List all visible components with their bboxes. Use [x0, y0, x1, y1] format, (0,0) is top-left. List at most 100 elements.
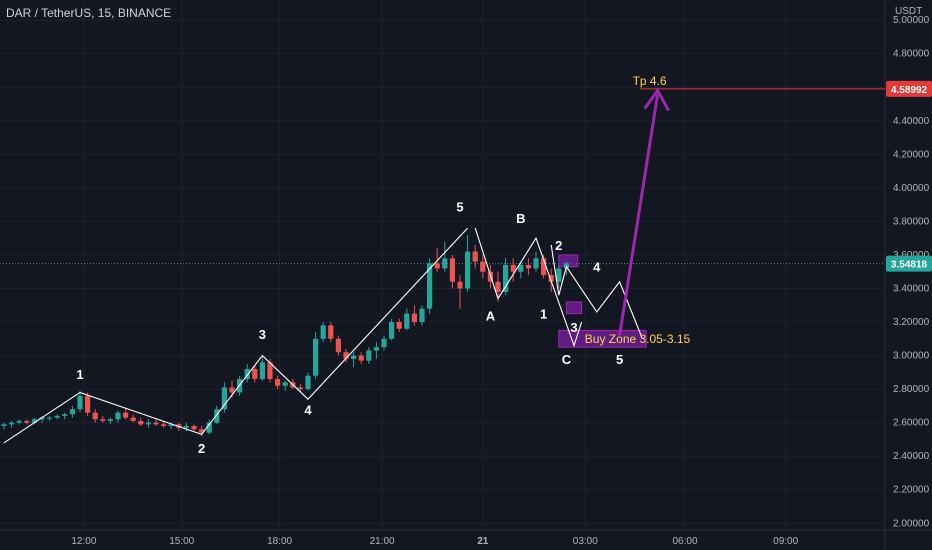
candle-body[interactable]: [100, 419, 106, 421]
candle-body[interactable]: [351, 355, 357, 359]
wave-label: 2: [198, 441, 205, 456]
candle-body[interactable]: [449, 258, 455, 282]
candle-body[interactable]: [442, 258, 448, 269]
price-badge: [886, 255, 932, 272]
candle-body[interactable]: [69, 409, 75, 415]
candle-body[interactable]: [548, 275, 554, 282]
x-tick-label: 09:00: [773, 536, 798, 547]
y-tick-label: 4.20000: [893, 149, 930, 160]
candle-body[interactable]: [54, 415, 60, 418]
x-tick-label: 03:00: [573, 536, 598, 547]
candle-body[interactable]: [221, 387, 227, 410]
candle-body[interactable]: [541, 258, 547, 276]
y-tick-label: 2.20000: [893, 485, 930, 496]
candle-body[interactable]: [503, 265, 509, 292]
candle-body[interactable]: [252, 368, 258, 380]
candle-body[interactable]: [85, 395, 91, 413]
candle-body[interactable]: [366, 350, 372, 361]
candle-body[interactable]: [411, 313, 417, 323]
candle-body[interactable]: [510, 265, 516, 272]
candle-body[interactable]: [16, 420, 22, 423]
chart-title: DAR / TetherUS, 15, BINANCE: [6, 6, 172, 20]
candle-body[interactable]: [419, 308, 425, 323]
zone-box[interactable]: [558, 329, 647, 348]
candle-body[interactable]: [138, 420, 144, 425]
candle-body[interactable]: [389, 322, 395, 339]
candle-body[interactable]: [427, 263, 433, 309]
candle-body[interactable]: [123, 412, 129, 418]
target-arrow-head: [643, 87, 670, 112]
candle-body[interactable]: [320, 325, 326, 339]
y-tick-label: 2.60000: [893, 418, 930, 429]
wave-line: [3, 227, 469, 444]
zone-box[interactable]: [565, 301, 583, 315]
candle-body[interactable]: [107, 419, 113, 421]
price-badge-label: 3.54818: [891, 260, 928, 271]
candle-body[interactable]: [168, 424, 174, 427]
candle-body[interactable]: [305, 375, 311, 390]
candle-body[interactable]: [381, 338, 387, 348]
y-tick-label: 4.00000: [893, 183, 930, 194]
wave-label: 3: [259, 327, 266, 342]
candle-body[interactable]: [161, 424, 167, 427]
candle-body[interactable]: [518, 265, 524, 272]
candle-body[interactable]: [480, 261, 486, 272]
candle-body[interactable]: [229, 387, 235, 393]
candle-body[interactable]: [1, 424, 7, 427]
candle-body[interactable]: [267, 362, 273, 380]
x-tick-label: 18:00: [267, 536, 292, 547]
candle-body[interactable]: [328, 325, 334, 339]
candle-body[interactable]: [191, 426, 197, 430]
candle-body[interactable]: [47, 417, 53, 419]
candle-body[interactable]: [335, 338, 341, 353]
wave-label: B: [516, 211, 525, 226]
candle-body[interactable]: [244, 368, 250, 380]
currency-label: USDT: [895, 6, 922, 17]
candle-body[interactable]: [39, 417, 45, 420]
candle-body[interactable]: [199, 429, 205, 433]
candle-body[interactable]: [92, 412, 98, 420]
candle-body[interactable]: [457, 281, 463, 289]
candle-body[interactable]: [556, 268, 562, 282]
candle-body[interactable]: [62, 414, 68, 416]
x-tick-label: 21:00: [370, 536, 395, 547]
candle-body[interactable]: [297, 387, 303, 390]
candle-body[interactable]: [358, 355, 364, 361]
candle-body[interactable]: [373, 347, 379, 351]
candle-body[interactable]: [259, 362, 265, 380]
candle-body[interactable]: [206, 422, 212, 433]
y-tick-label: 4.80000: [893, 49, 930, 60]
y-tick-label: 3.60000: [893, 250, 930, 261]
candle-body[interactable]: [533, 258, 539, 269]
candle-body[interactable]: [472, 251, 478, 262]
candle-body[interactable]: [275, 379, 281, 386]
candle-body[interactable]: [343, 352, 349, 359]
y-tick-label: 2.00000: [893, 518, 930, 529]
candle-body[interactable]: [145, 422, 151, 425]
candle-body[interactable]: [183, 426, 189, 428]
candle-body[interactable]: [465, 251, 471, 289]
x-tick-label: 12:00: [71, 536, 96, 547]
candle-body[interactable]: [31, 419, 37, 423]
candle-body[interactable]: [525, 265, 531, 269]
candle-body[interactable]: [24, 420, 30, 423]
wave-line: [550, 244, 643, 340]
y-tick-label: 3.00000: [893, 351, 930, 362]
candle-body[interactable]: [9, 422, 15, 425]
wave-label: 4: [304, 402, 312, 417]
candle-body[interactable]: [153, 422, 159, 425]
y-tick-label: 3.80000: [893, 216, 930, 227]
candle-body[interactable]: [404, 313, 410, 329]
wave-label: 4: [593, 260, 601, 275]
candle-body[interactable]: [282, 382, 288, 386]
candle-body[interactable]: [77, 395, 83, 410]
candle-body[interactable]: [115, 412, 121, 420]
candle-body[interactable]: [313, 338, 319, 376]
x-tick-label: 06:00: [673, 536, 698, 547]
candle-body[interactable]: [214, 409, 220, 423]
candle-body[interactable]: [130, 417, 136, 421]
candle-body[interactable]: [434, 263, 440, 269]
candle-body[interactable]: [396, 322, 402, 329]
candle-body[interactable]: [495, 281, 501, 292]
